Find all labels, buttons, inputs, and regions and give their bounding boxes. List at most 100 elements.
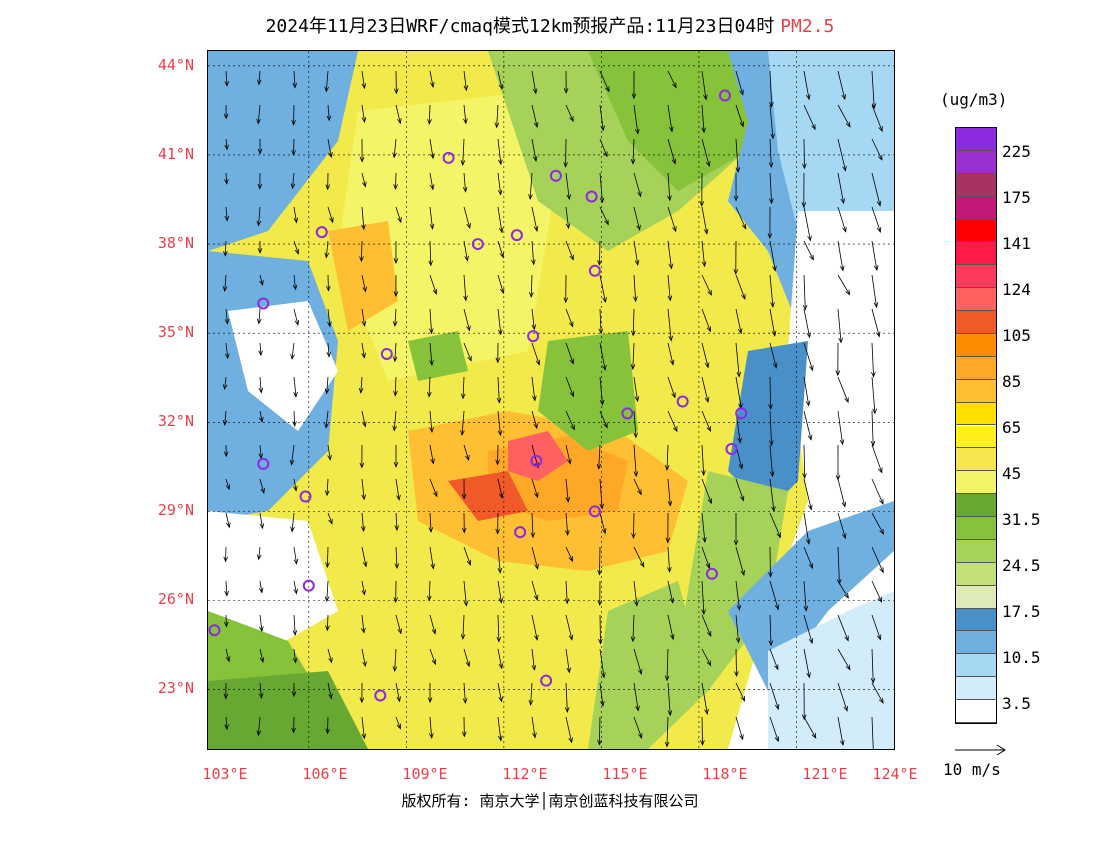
wind-arrow-head [801, 202, 807, 208]
wind-arrow [361, 104, 365, 123]
wind-arrow-head [256, 554, 262, 561]
wind-arrow [837, 240, 844, 271]
wind-arrow [837, 172, 844, 204]
wind-arrow [531, 614, 538, 640]
lat-label: 32°N [157, 412, 194, 430]
wind-arrow-head [324, 388, 330, 395]
wind-arrow [769, 580, 779, 610]
wind-arrow [497, 70, 503, 90]
wind-arrow-head [396, 696, 401, 703]
wind-arrow [259, 648, 264, 663]
wind-arrow [565, 512, 569, 535]
station-marker [257, 457, 270, 470]
legend-swatch [956, 517, 996, 540]
wind-arrow [360, 376, 363, 393]
wind-arrow-head [878, 467, 883, 474]
wind-arrow-head [496, 397, 502, 404]
wind-arrow [463, 172, 466, 192]
wind-arrow-head [328, 657, 333, 664]
wind-arrow-head [878, 126, 883, 133]
wind-arrow-head [290, 526, 295, 533]
wind-arrow [837, 308, 842, 343]
wind-arrow [463, 70, 467, 91]
wind-arrow [735, 478, 744, 501]
wind-arrow-head [740, 569, 745, 576]
wind-arrow-head [292, 657, 298, 664]
wind-arrow-head [498, 84, 504, 91]
wind-arrow-head [535, 359, 541, 366]
legend-tick: 105 [1002, 326, 1031, 345]
wind-arrow-head [844, 592, 849, 599]
wind-arrow-head [873, 265, 879, 272]
legend-tick: 17.5 [1002, 602, 1041, 621]
wind-arrow-head [529, 292, 534, 299]
wind-arrow [325, 240, 329, 258]
legend-tick: 85 [1002, 372, 1022, 391]
wind-arrow [257, 716, 261, 736]
wind-arrow [633, 104, 639, 134]
wind-arrow-head [772, 362, 778, 369]
wind-arrow [293, 138, 295, 155]
wind-arrow-head [599, 503, 605, 510]
wind-arrow [497, 478, 503, 499]
wind-arrow [701, 444, 705, 476]
wind-arrow [258, 70, 261, 85]
wind-arrow-head [361, 83, 367, 90]
wind-arrow-head [467, 355, 472, 362]
wind-arrow-head [325, 562, 330, 569]
wind-arrow-head [394, 525, 400, 532]
wind-arrow [667, 580, 674, 603]
wind-arrow [463, 648, 470, 667]
wind-arrow [837, 546, 840, 584]
wind-arrow-head [463, 118, 468, 125]
wind-arrow-head [361, 117, 367, 123]
wind-arrow-head [603, 422, 608, 429]
wind-arrow [531, 410, 538, 429]
wind-arrow-head [635, 705, 640, 712]
wind-arrow [259, 614, 263, 632]
wind-arrow [667, 376, 676, 398]
station-marker [588, 505, 601, 518]
wind-arrow-head [845, 121, 851, 128]
wind-arrow [769, 240, 776, 271]
wind-arrow [497, 546, 501, 573]
wind-arrow [361, 512, 365, 532]
legend-swatch [956, 471, 996, 495]
wind-arrow [701, 546, 710, 569]
wind-arrow-head [597, 569, 602, 576]
wind-arrow [735, 274, 746, 300]
wind-arrow [327, 138, 332, 158]
wind-arrow-head [876, 226, 882, 233]
wind-arrow-head [498, 159, 503, 166]
wind-arrow-head [740, 695, 746, 702]
wind-arrow [701, 138, 710, 167]
wind-arrow [394, 648, 397, 672]
wind-arrow [667, 682, 671, 716]
wind-arrow-head [256, 220, 262, 227]
wind-arrow [803, 614, 813, 644]
wind-arrow [257, 104, 261, 124]
wind-arrow-head [258, 693, 264, 700]
wind-arrow [837, 376, 849, 403]
wind-arrow-head [498, 227, 504, 234]
wind-arrow-head [630, 364, 636, 371]
wind-arrow [497, 716, 502, 741]
wind-arrow [769, 614, 772, 646]
wind-arrow-head [597, 739, 602, 746]
wind-arrow [565, 478, 569, 502]
wind-arrow-head [639, 561, 645, 568]
wind-arrow-head [498, 696, 503, 703]
wind-arrow [327, 342, 330, 357]
wind-arrow [259, 376, 262, 393]
wind-arrow-head [601, 672, 606, 679]
wind-arrow [599, 410, 608, 428]
wind-arrow-head [733, 539, 739, 546]
wind-arrow [632, 342, 635, 369]
wind-arrow-head [667, 710, 673, 717]
wind-arrow-head [222, 384, 228, 391]
wind-arrow-head [534, 563, 539, 570]
lat-label: 41°N [157, 145, 194, 163]
wind-arrow-head [362, 661, 367, 668]
wind-reference: 10 m/s [940, 740, 1060, 780]
wind-arrow [735, 70, 744, 95]
